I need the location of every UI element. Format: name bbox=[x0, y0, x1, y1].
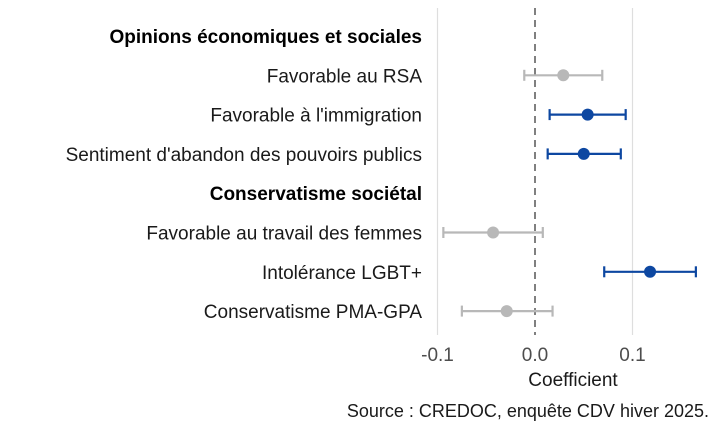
row-label: Intolérance LGBT+ bbox=[262, 263, 422, 284]
marks-layer bbox=[442, 69, 697, 318]
row-label: Favorable à l'immigration bbox=[210, 106, 422, 127]
row-label: Favorable au travail des femmes bbox=[146, 224, 422, 245]
point-estimate bbox=[557, 69, 570, 82]
x-tick-labels: -0.1 0.0 0.1 bbox=[421, 345, 646, 366]
point-estimate bbox=[500, 305, 513, 318]
group-header-label: Opinions économiques et sociales bbox=[109, 27, 422, 48]
grid-layer bbox=[436, 8, 634, 335]
point-estimate bbox=[581, 108, 594, 121]
point-estimate bbox=[644, 265, 657, 278]
x-tick-label: 0.0 bbox=[522, 345, 548, 366]
row-label: Sentiment d'abandon des pouvoirs publics bbox=[66, 145, 422, 166]
group-header-label: Conservatisme sociétal bbox=[210, 184, 422, 205]
x-axis-title: Coefficient bbox=[528, 370, 618, 391]
row-label: Favorable au RSA bbox=[267, 66, 423, 87]
x-tick-label: -0.1 bbox=[421, 345, 454, 366]
point-estimate bbox=[487, 226, 500, 239]
x-tick-label: 0.1 bbox=[619, 345, 645, 366]
row-labels-layer: Opinions économiques et sociales Favorabl… bbox=[66, 27, 423, 323]
source-caption: Source : CREDOC, enquête CDV hiver 2025. bbox=[347, 401, 709, 421]
point-estimate bbox=[577, 147, 590, 160]
row-label: Conservatisme PMA-GPA bbox=[204, 302, 423, 323]
